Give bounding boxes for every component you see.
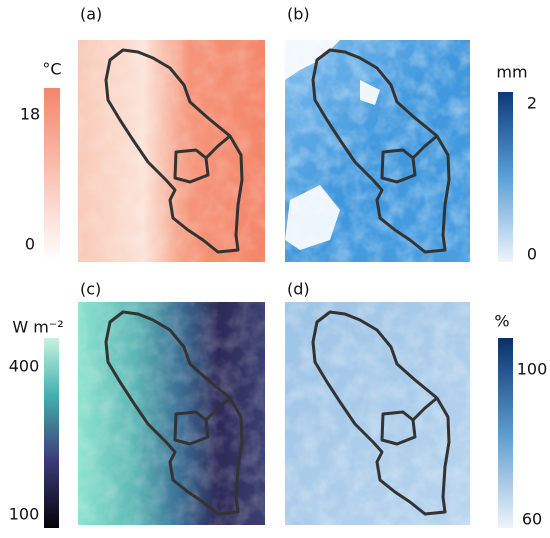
panel-label: (b) <box>287 5 310 24</box>
panel-label: (d) <box>287 280 310 299</box>
colorbar-tick: 0 <box>527 245 537 264</box>
colorbar-tick: 18 <box>20 105 40 124</box>
colorbar-tick: 2 <box>527 94 537 113</box>
colorbar-unit: W m⁻² <box>12 318 63 337</box>
colorbar <box>498 338 513 528</box>
map-texture <box>78 40 265 262</box>
colorbar-tick: 0 <box>25 235 35 254</box>
colorbar-tick: 60 <box>522 510 542 529</box>
colorbar-unit: mm <box>496 63 527 82</box>
colorbar-unit: °C <box>42 60 61 79</box>
colorbar <box>44 88 60 262</box>
map-texture <box>285 302 470 525</box>
colorbar-unit: % <box>494 312 509 331</box>
colorbar-tick: 100 <box>517 360 548 379</box>
colorbar-tick: 100 <box>9 505 40 524</box>
panel-label: (a) <box>80 5 102 24</box>
map-gaps <box>285 40 380 250</box>
panel-label: (c) <box>80 280 101 299</box>
colorbar-tick: 400 <box>9 357 40 376</box>
map-texture <box>78 302 265 525</box>
colorbar <box>44 338 59 528</box>
colorbar <box>498 92 513 262</box>
